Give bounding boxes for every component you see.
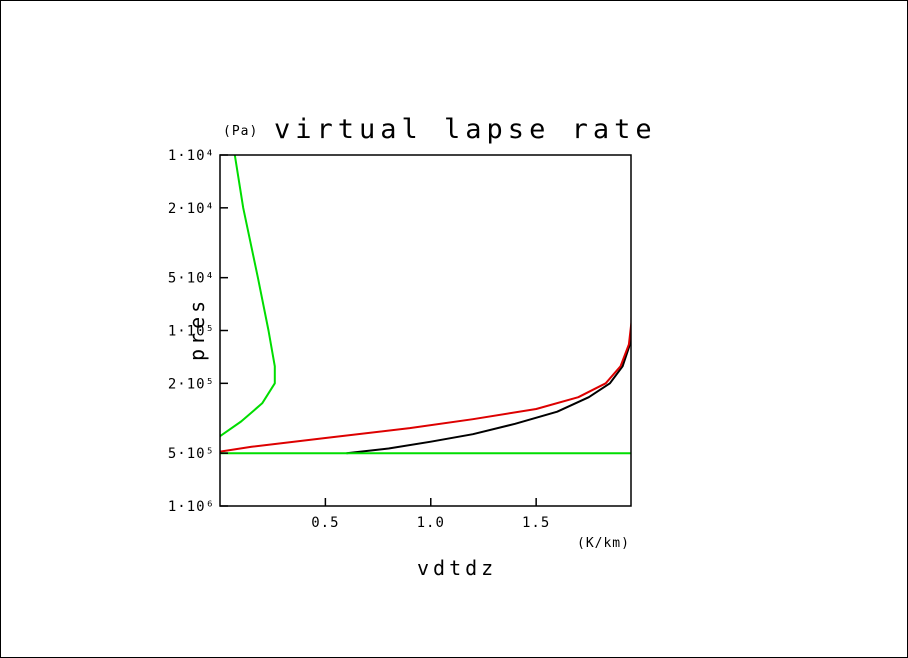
x-tick-label-1: 0.5 <box>311 515 339 531</box>
y-tick-label-3: 5·10⁴ <box>168 271 215 287</box>
x-axis-units: (K/km) <box>577 536 630 551</box>
y-axis-units: (Pa) <box>223 124 258 139</box>
y-tick-label-6: 5·10⁵ <box>168 446 215 462</box>
series-line-2 <box>220 284 631 453</box>
chart-title: virtual lapse rate <box>274 114 657 145</box>
series-layer <box>220 155 631 455</box>
y-tick-label-1: 1·10⁴ <box>168 148 215 164</box>
y-axis-ticks: 1·10⁴ 2·10⁴ 5·10⁴ 1·10⁵ 2·10⁵ 5·10⁵ 1·10⁶ <box>168 148 228 515</box>
chart-title-group: (Pa) virtual lapse rate <box>223 114 657 145</box>
y-tick-label-7: 1·10⁶ <box>168 499 215 515</box>
x-tick-label-2: 1.0 <box>417 515 445 531</box>
x-axis-ticks: 0.5 1.0 1.5 <box>311 498 550 531</box>
x-axis-label: vdtdz <box>417 556 497 580</box>
series-line-3 <box>220 155 631 455</box>
x-tick-label-3: 1.5 <box>522 515 550 531</box>
y-tick-label-4: 1·10⁵ <box>168 324 215 340</box>
y-axis-label: pres <box>185 297 209 361</box>
series-line-1 <box>346 323 631 455</box>
y-tick-label-5: 2·10⁵ <box>168 376 215 392</box>
y-tick-label-2: 2·10⁴ <box>168 201 215 217</box>
